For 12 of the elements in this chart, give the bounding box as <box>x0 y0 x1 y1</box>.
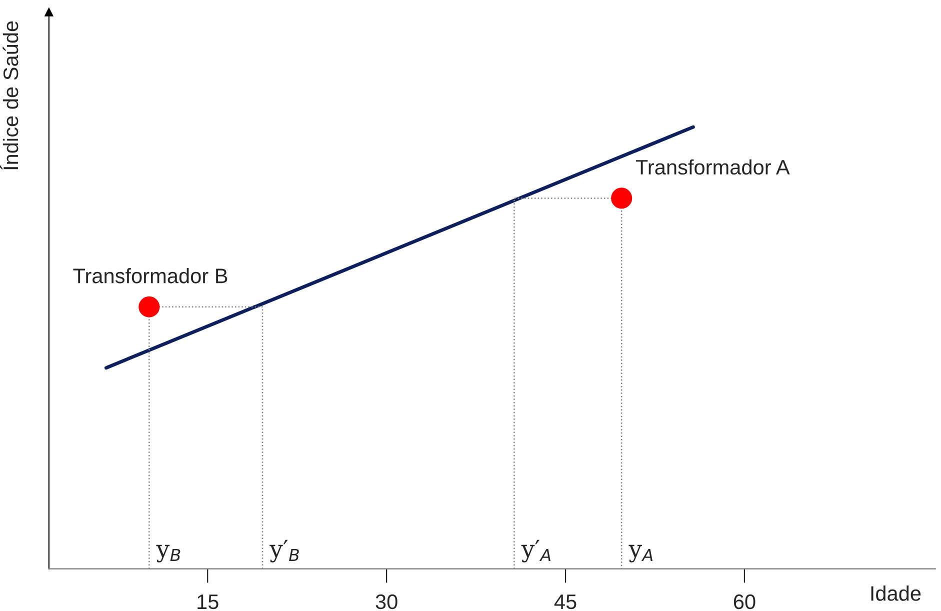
annotation: y$_{A}$ <box>628 544 652 562</box>
annotation: y$_{B}$ <box>156 544 180 562</box>
x-axis-title: Idade <box>871 586 921 601</box>
series-label: Transformador B <box>73 268 228 284</box>
x-tick-label: 45 <box>554 594 576 610</box>
x-tick-label: 60 <box>734 594 756 610</box>
x-tick-label: 30 <box>376 594 398 610</box>
y-axis-title: Índice de Saúde <box>0 21 18 170</box>
series-label: Transformador A <box>636 159 790 175</box>
x-tick-label: 15 <box>198 594 218 610</box>
annotation: y′$_{A}$ <box>521 540 550 562</box>
annotation: y′$_{B}$ <box>270 540 299 562</box>
